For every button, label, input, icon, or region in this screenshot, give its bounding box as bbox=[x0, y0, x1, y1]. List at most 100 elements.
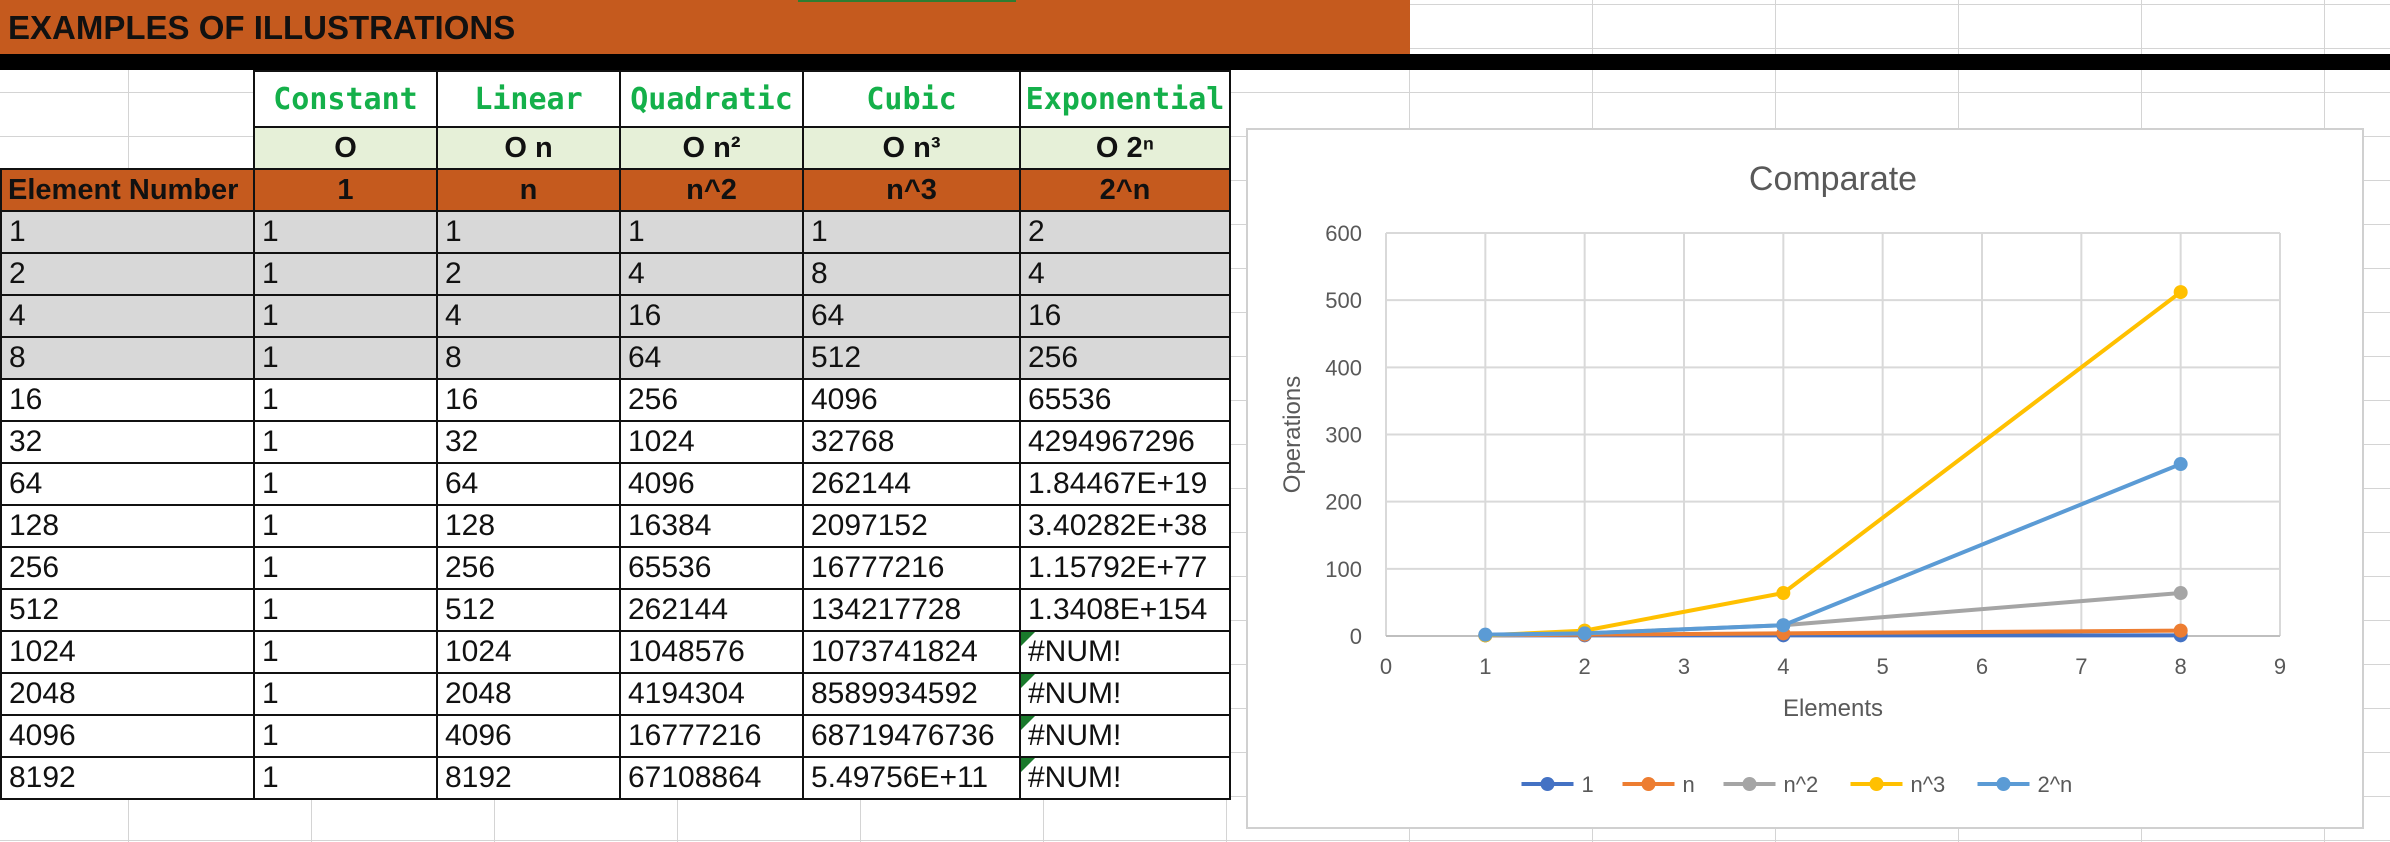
table-cell[interactable]: 64 bbox=[436, 462, 621, 506]
table-cell[interactable]: 1 bbox=[619, 210, 804, 254]
notation-cell[interactable]: O 2ⁿ bbox=[1019, 126, 1231, 170]
table-cell[interactable]: 64 bbox=[619, 336, 804, 380]
table-cell[interactable]: 32768 bbox=[802, 420, 1021, 464]
table-cell[interactable]: 1 bbox=[253, 756, 438, 800]
notation-cell[interactable]: O bbox=[253, 126, 438, 170]
table-cell[interactable]: #NUM! bbox=[1019, 672, 1231, 716]
table-cell[interactable]: 16 bbox=[619, 294, 804, 338]
table-cell[interactable]: 262144 bbox=[802, 462, 1021, 506]
table-cell[interactable]: 8192 bbox=[436, 756, 621, 800]
table-cell[interactable]: 1 bbox=[253, 252, 438, 296]
header-cell[interactable]: 2^n bbox=[1019, 168, 1231, 212]
complexity-name-cell[interactable]: Exponential bbox=[1019, 70, 1231, 128]
table-cell[interactable]: 1 bbox=[253, 546, 438, 590]
table-cell[interactable]: 128 bbox=[436, 504, 621, 548]
table-cell[interactable]: 4096 bbox=[802, 378, 1021, 422]
table-cell[interactable]: 1.84467E+19 bbox=[1019, 462, 1231, 506]
table-cell[interactable]: 3.40282E+38 bbox=[1019, 504, 1231, 548]
complexity-name-cell[interactable]: Constant bbox=[253, 70, 438, 128]
complexity-name-cell[interactable]: Quadratic bbox=[619, 70, 804, 128]
table-cell[interactable]: 4 bbox=[1019, 252, 1231, 296]
header-cell[interactable]: n^2 bbox=[619, 168, 804, 212]
table-cell[interactable]: 262144 bbox=[619, 588, 804, 632]
table-cell[interactable]: #NUM! bbox=[1019, 756, 1231, 800]
error-indicator-icon[interactable] bbox=[1022, 717, 1035, 730]
table-cell[interactable]: #NUM! bbox=[1019, 630, 1231, 674]
table-cell[interactable]: 16 bbox=[1019, 294, 1231, 338]
table-cell[interactable]: 8 bbox=[436, 336, 621, 380]
table-cell[interactable]: 1 bbox=[253, 420, 438, 464]
table-cell[interactable]: 16384 bbox=[619, 504, 804, 548]
error-indicator-icon[interactable] bbox=[1022, 675, 1035, 688]
table-cell[interactable]: 1 bbox=[253, 588, 438, 632]
table-cell[interactable]: 4096 bbox=[436, 714, 621, 758]
chart-panel[interactable]: 0 100 200 300 400 500 600 0 1 2 3 4 5 6 7 8 9 Comparate El… bbox=[1246, 128, 2364, 829]
header-cell[interactable]: n bbox=[436, 168, 621, 212]
table-cell[interactable]: 8 bbox=[802, 252, 1021, 296]
table-cell[interactable]: 67108864 bbox=[619, 756, 804, 800]
table-cell[interactable]: 64 bbox=[0, 462, 255, 506]
table-cell[interactable]: 1024 bbox=[619, 420, 804, 464]
table-cell[interactable]: 128 bbox=[0, 504, 255, 548]
table-cell[interactable]: 1 bbox=[253, 504, 438, 548]
table-cell[interactable]: #NUM! bbox=[1019, 714, 1231, 758]
table-cell[interactable]: 64 bbox=[802, 294, 1021, 338]
table-cell[interactable]: 4 bbox=[436, 294, 621, 338]
table-cell[interactable]: 1 bbox=[0, 210, 255, 254]
table-cell[interactable]: 2097152 bbox=[802, 504, 1021, 548]
table-cell[interactable]: 16777216 bbox=[619, 714, 804, 758]
table-cell[interactable]: 65536 bbox=[619, 546, 804, 590]
table-cell[interactable]: 1 bbox=[253, 378, 438, 422]
table-cell[interactable]: 1048576 bbox=[619, 630, 804, 674]
table-cell[interactable]: 65536 bbox=[1019, 378, 1231, 422]
table-cell[interactable]: 16 bbox=[436, 378, 621, 422]
error-indicator-icon[interactable] bbox=[1022, 633, 1035, 646]
table-cell[interactable]: 8589934592 bbox=[802, 672, 1021, 716]
table-cell[interactable]: 4 bbox=[0, 294, 255, 338]
table-cell[interactable]: 16 bbox=[0, 378, 255, 422]
table-cell[interactable]: 4096 bbox=[0, 714, 255, 758]
header-cell[interactable]: Element Number bbox=[0, 168, 255, 212]
table-cell[interactable]: 1.3408E+154 bbox=[1019, 588, 1231, 632]
table-cell[interactable]: 4 bbox=[619, 252, 804, 296]
header-cell[interactable]: n^3 bbox=[802, 168, 1021, 212]
table-cell[interactable]: 2048 bbox=[436, 672, 621, 716]
table-cell[interactable]: 4096 bbox=[619, 462, 804, 506]
table-cell[interactable]: 1 bbox=[802, 210, 1021, 254]
table-cell[interactable]: 2 bbox=[436, 252, 621, 296]
table-cell[interactable]: 512 bbox=[436, 588, 621, 632]
table-cell[interactable]: 512 bbox=[802, 336, 1021, 380]
table-cell[interactable]: 2048 bbox=[0, 672, 255, 716]
table-cell[interactable]: 1024 bbox=[0, 630, 255, 674]
complexity-name-cell[interactable]: Cubic bbox=[802, 70, 1021, 128]
table-cell[interactable]: 16777216 bbox=[802, 546, 1021, 590]
table-cell[interactable]: 1 bbox=[253, 336, 438, 380]
table-cell[interactable]: 1 bbox=[253, 210, 438, 254]
table-cell[interactable]: 8 bbox=[0, 336, 255, 380]
table-cell[interactable]: 2 bbox=[1019, 210, 1231, 254]
table-cell[interactable]: 32 bbox=[436, 420, 621, 464]
notation-cell[interactable]: O n² bbox=[619, 126, 804, 170]
table-cell[interactable]: 1 bbox=[253, 672, 438, 716]
table-cell[interactable]: 1073741824 bbox=[802, 630, 1021, 674]
table-cell[interactable]: 256 bbox=[619, 378, 804, 422]
table-cell[interactable]: 8192 bbox=[0, 756, 255, 800]
table-cell[interactable]: 2 bbox=[0, 252, 255, 296]
table-cell[interactable]: 1024 bbox=[436, 630, 621, 674]
table-cell[interactable]: 1 bbox=[436, 210, 621, 254]
table-cell[interactable]: 256 bbox=[0, 546, 255, 590]
table-cell[interactable]: 5.49756E+11 bbox=[802, 756, 1021, 800]
table-cell[interactable]: 134217728 bbox=[802, 588, 1021, 632]
header-cell[interactable]: 1 bbox=[253, 168, 438, 212]
notation-cell[interactable]: O n bbox=[436, 126, 621, 170]
table-cell[interactable]: 4294967296 bbox=[1019, 420, 1231, 464]
table-cell[interactable]: 1 bbox=[253, 714, 438, 758]
error-indicator-icon[interactable] bbox=[1022, 759, 1035, 772]
table-cell[interactable]: 68719476736 bbox=[802, 714, 1021, 758]
table-cell[interactable]: 512 bbox=[0, 588, 255, 632]
table-cell[interactable]: 256 bbox=[436, 546, 621, 590]
complexity-name-cell[interactable]: Linear bbox=[436, 70, 621, 128]
table-cell[interactable]: 256 bbox=[1019, 336, 1231, 380]
table-cell[interactable]: 4194304 bbox=[619, 672, 804, 716]
table-cell[interactable]: 1 bbox=[253, 462, 438, 506]
